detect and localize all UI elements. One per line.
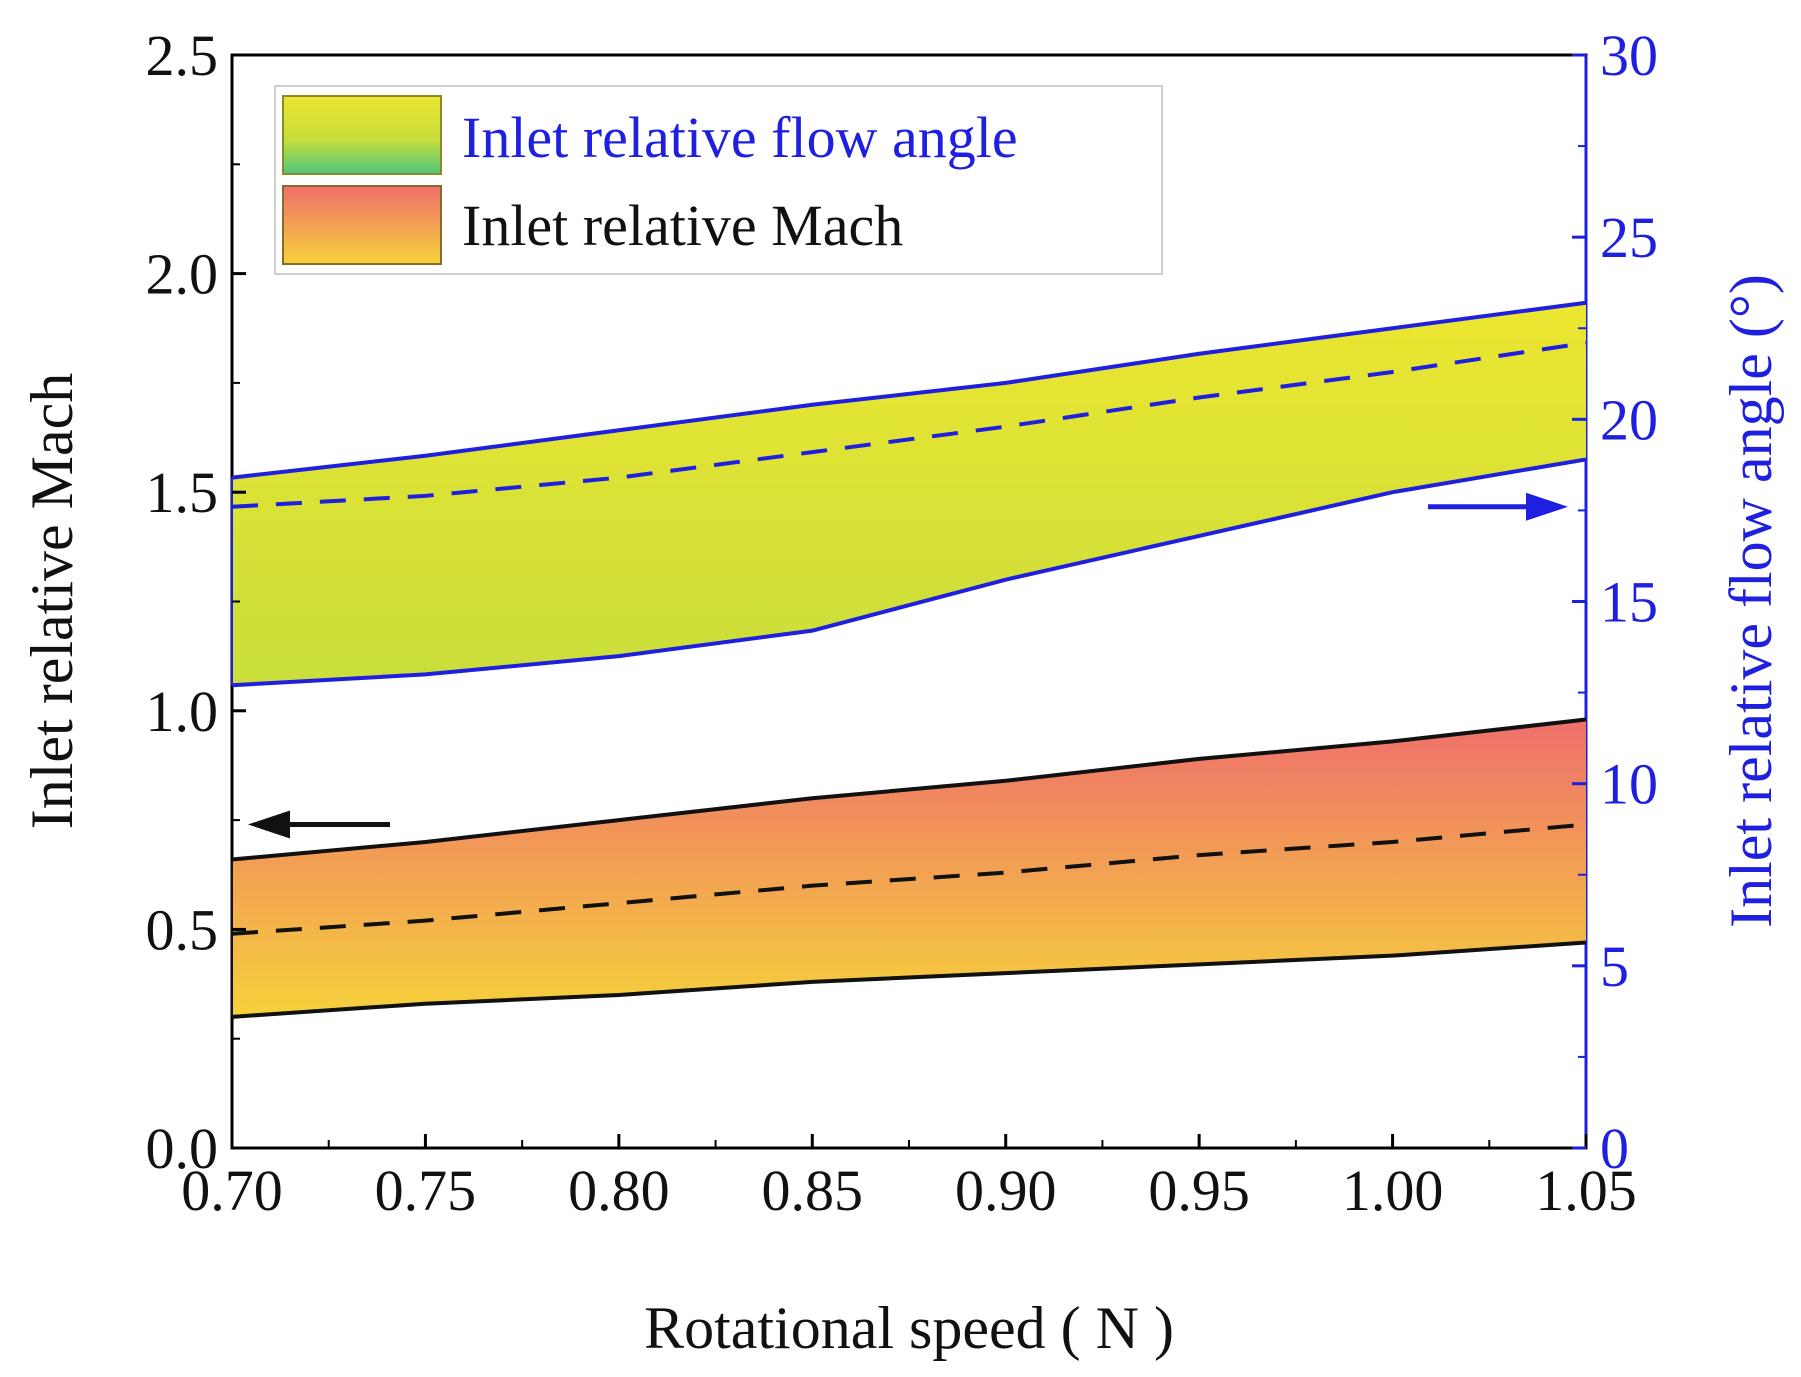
axis-arrows — [248, 492, 1568, 839]
y-right-tick-label: 0 — [1600, 1116, 1629, 1181]
legend: Inlet relative flow angle Inlet relative… — [274, 85, 1163, 275]
legend-label-flow-angle: Inlet relative flow angle — [462, 105, 1018, 170]
left-arrow-icon — [248, 810, 290, 839]
x-axis-title: Rotational speed ( N ) — [644, 1295, 1174, 1361]
y-axis-left-title: Inlet relative Mach — [19, 373, 85, 829]
x-tick-label: 1.00 — [1342, 1158, 1444, 1223]
mach-mean-dashed-line — [231, 822, 1587, 936]
x-axis: 0.70 0.75 0.80 0.85 0.90 0.95 1.00 1.05 — [181, 1134, 1637, 1223]
x-tick-label: 0.85 — [762, 1158, 864, 1223]
x-tick-label: 0.90 — [955, 1158, 1057, 1223]
x-tick-label: 0.70 — [181, 1158, 283, 1223]
x-tick-label: 0.75 — [375, 1158, 477, 1223]
mach-band — [232, 719, 1586, 1017]
flow-angle-mean-dashed-line — [231, 340, 1587, 509]
y-right-tick-label: 30 — [1600, 23, 1658, 88]
y-left-tick-label: 0.0 — [146, 1116, 219, 1181]
x-tick-label: 0.80 — [568, 1158, 670, 1223]
bands-layer — [232, 302, 1586, 1017]
x-tick-label: 0.95 — [1148, 1158, 1250, 1223]
y-axis-right: 0 5 10 15 20 25 30 — [1572, 23, 1658, 1181]
x-tick-label: 1.05 — [1535, 1158, 1637, 1223]
flow-angle-upper-line — [231, 300, 1587, 480]
y-right-tick-label: 20 — [1600, 387, 1658, 452]
lines-layer — [231, 300, 1587, 1019]
flow-angle-lower-line — [231, 457, 1587, 688]
y-left-tick-label: 2.5 — [146, 23, 219, 88]
y-right-tick-label: 5 — [1600, 934, 1629, 999]
mach-lower-line — [231, 940, 1587, 1019]
y-right-tick-label: 10 — [1600, 752, 1658, 817]
legend-swatch-mach — [282, 185, 442, 265]
legend-swatch-flow-angle — [282, 95, 442, 175]
y-axis-right-title: Inlet relative flow angle (°) — [1718, 274, 1784, 928]
y-left-tick-label: 2.0 — [146, 242, 219, 307]
right-arrow-icon — [1526, 492, 1568, 521]
y-left-tick-label: 1.0 — [146, 679, 219, 744]
flow-angle-band — [232, 302, 1586, 686]
legend-label-mach: Inlet relative Mach — [462, 193, 903, 258]
mach-upper-line — [231, 717, 1587, 862]
y-left-tick-label: 1.5 — [146, 460, 219, 525]
y-left-tick-label: 0.5 — [146, 897, 219, 962]
y-axis-left: 0.0 0.5 1.0 1.5 2.0 2.5 — [146, 23, 246, 1181]
y-right-tick-label: 15 — [1600, 570, 1658, 635]
y-right-tick-label: 25 — [1600, 205, 1658, 270]
